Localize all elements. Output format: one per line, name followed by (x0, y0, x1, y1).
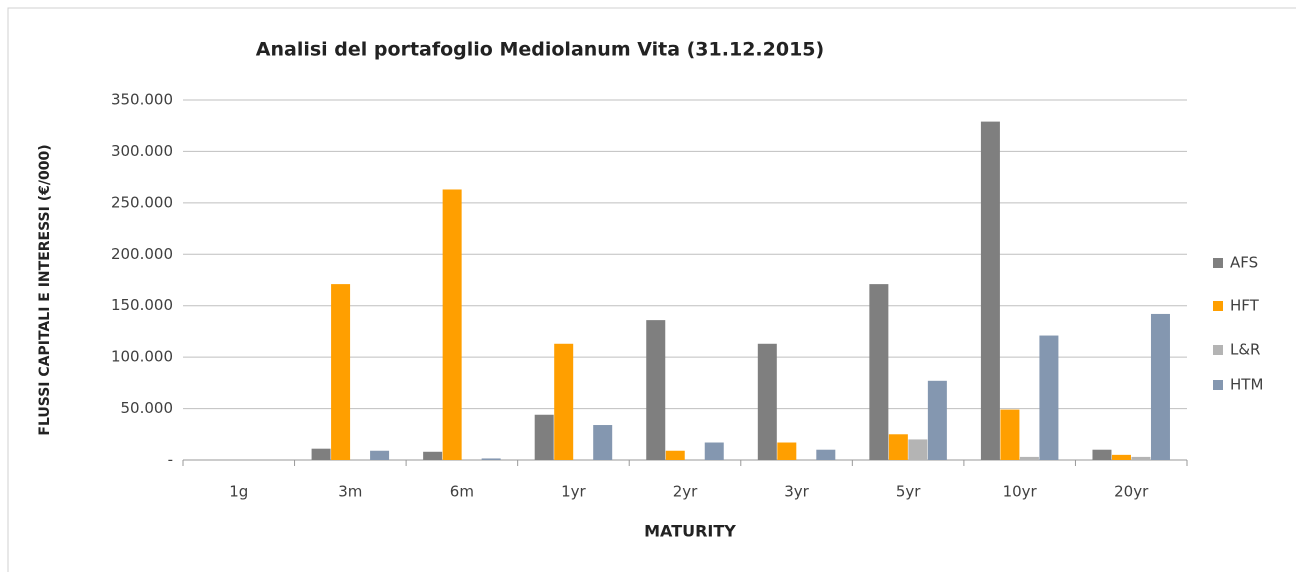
legend-label: AFS (1230, 254, 1258, 272)
bar (554, 343, 574, 460)
y-tick-label: 100.000 (111, 348, 173, 366)
x-axis-label: MATURITY (644, 522, 736, 541)
x-tick-label: 1yr (561, 483, 586, 501)
legend-label: HFT (1230, 297, 1260, 315)
x-tick-label: 2yr (673, 483, 698, 501)
bar (1019, 456, 1039, 460)
bar (311, 448, 331, 460)
y-tick-label: 350.000 (111, 91, 173, 109)
bar (1000, 409, 1020, 460)
bar (665, 450, 685, 460)
bar (1150, 313, 1170, 460)
chart-title: Analisi del portafoglio Mediolanum Vita … (256, 39, 824, 61)
bar (370, 450, 390, 460)
legend-swatch (1213, 380, 1223, 390)
bar (704, 442, 724, 460)
y-axis-label: FLUSSI CAPITALI E INTERESSI (€/000) (37, 144, 53, 435)
y-tick-label: 300.000 (111, 142, 173, 160)
x-tick-label: 5yr (896, 483, 921, 501)
bar (980, 121, 1000, 460)
legend-label: L&R (1230, 341, 1260, 359)
chart-frame (7, 7, 1296, 572)
bar (593, 425, 613, 460)
y-tick-label: 50.000 (121, 399, 174, 417)
y-tick-label: - (168, 451, 173, 469)
bar (1131, 456, 1151, 460)
legend-swatch (1213, 345, 1223, 355)
x-tick-label: 20yr (1114, 483, 1149, 501)
x-tick-label: 3yr (784, 483, 809, 501)
bar (534, 414, 554, 460)
bar (816, 449, 836, 460)
bar (927, 380, 947, 460)
bar (869, 284, 889, 460)
legend-swatch (1213, 301, 1223, 311)
bar (646, 320, 666, 460)
bar (908, 439, 928, 460)
x-tick-label: 10yr (1003, 483, 1038, 501)
bar (777, 442, 797, 460)
y-tick-label: 200.000 (111, 245, 173, 263)
legend-label: HTM (1230, 376, 1263, 394)
x-tick-label: 6m (450, 483, 474, 501)
bar (1111, 454, 1131, 460)
x-tick-label: 3m (338, 483, 362, 501)
bar (331, 284, 351, 460)
y-tick-label: 150.000 (111, 296, 173, 314)
bar (423, 451, 443, 460)
bar (481, 458, 501, 460)
bar (1039, 335, 1059, 460)
bar (442, 189, 462, 460)
x-tick-label: 1g (229, 483, 248, 501)
legend-swatch (1213, 258, 1223, 268)
bar (757, 343, 777, 460)
bar (888, 434, 908, 460)
bar (1092, 449, 1112, 460)
y-tick-label: 250.000 (111, 193, 173, 211)
